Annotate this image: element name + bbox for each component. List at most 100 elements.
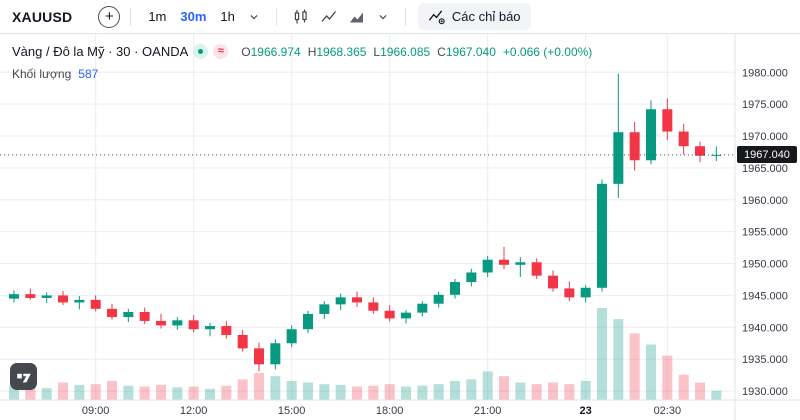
volume-bar — [221, 385, 232, 400]
volume-bar — [580, 380, 591, 400]
price-axis-label: 1975.000 — [742, 99, 788, 111]
candle-body — [629, 132, 640, 161]
volume-bar — [254, 373, 264, 400]
chart-legend: Vàng / Đô la Mỹ · 30 · OANDA ≈ O1966.974… — [12, 44, 599, 81]
high-label: H — [307, 44, 317, 59]
price-axis-label: 1970.000 — [742, 131, 788, 143]
volume-bar — [597, 308, 607, 400]
change-value: +0.066 (+0.00%) — [502, 44, 593, 59]
candle-body — [499, 259, 509, 265]
volume-bar — [139, 386, 150, 400]
candle-body — [580, 287, 591, 298]
candle-body — [156, 320, 166, 326]
price-axis-label: 1945.000 — [742, 290, 788, 302]
top-toolbar: XAUUSD + 1m 30m 1h — [0, 0, 800, 34]
volume-bar — [368, 385, 379, 400]
interval-button-1h[interactable]: 1h — [213, 4, 241, 29]
candle-body — [25, 294, 36, 298]
last-price-label: 1967.040 — [737, 146, 797, 164]
candle-body — [90, 299, 101, 309]
time-axis-label: 23 — [580, 405, 592, 417]
interval-dropdown-button[interactable] — [242, 6, 266, 28]
toolbar-separator — [275, 7, 277, 26]
candle-body — [352, 297, 362, 303]
candle-body — [123, 312, 134, 318]
chart-type-dropdown-button[interactable] — [371, 6, 395, 28]
volume-bar — [156, 384, 166, 400]
volume-bar — [335, 384, 346, 400]
volume-bar — [270, 376, 281, 400]
candle-body — [139, 312, 150, 321]
candle-body — [368, 302, 379, 311]
price-axis-label: 1980.000 — [742, 67, 788, 79]
time-axis-label: 12:00 — [180, 405, 208, 417]
candle-body — [58, 295, 68, 303]
legend-title[interactable]: Vàng / Đô la Mỹ · 30 · OANDA — [12, 44, 189, 59]
low-value: 1966.085 — [380, 44, 431, 59]
candle-body — [482, 259, 493, 273]
chart-type-candles-button[interactable] — [287, 4, 315, 30]
candle-body — [74, 299, 85, 303]
candle-body — [270, 343, 281, 365]
candle-body — [286, 329, 297, 344]
volume-label: Khối lượng — [12, 67, 72, 81]
market-status-badge[interactable] — [193, 44, 209, 59]
volume-bar — [515, 382, 526, 400]
chart-type-area-button[interactable] — [343, 4, 371, 30]
candle-body — [188, 320, 199, 330]
time-axis-label: 09:00 — [82, 405, 110, 417]
price-axis-label: 1930.000 — [742, 386, 788, 398]
price-chart[interactable]: 1980.000 1975.000 1970.000 1965.000 1960.000… — [0, 34, 800, 420]
area-chart-icon — [349, 12, 363, 22]
candle-body — [41, 295, 52, 298]
close-label: C — [437, 44, 446, 59]
candle-body — [695, 146, 705, 156]
volume-bar — [205, 388, 215, 400]
candle-body — [205, 326, 215, 330]
volume-bar — [352, 386, 362, 400]
candle-body — [384, 310, 395, 319]
volume-bar — [629, 333, 640, 400]
volume-bar — [319, 384, 330, 400]
candle-body — [548, 275, 558, 289]
open-label: O — [241, 44, 251, 59]
interval-button-1m[interactable]: 1m — [141, 4, 173, 29]
tradingview-logo[interactable] — [10, 363, 37, 390]
volume-bar — [188, 386, 199, 400]
candle-body — [433, 294, 444, 304]
compare-add-button[interactable]: + — [98, 5, 121, 28]
approx-values-badge[interactable]: ≈ — [213, 44, 229, 59]
price-axis-label: 1940.000 — [742, 322, 788, 334]
volume-bar — [123, 385, 134, 400]
volume-value: 587 — [78, 67, 99, 81]
candle-body — [417, 303, 428, 313]
chart-type-line-button[interactable] — [315, 4, 343, 30]
candles-icon — [294, 9, 307, 23]
candle-body — [107, 308, 117, 318]
candle-body — [597, 183, 607, 288]
volume-bar — [662, 355, 673, 400]
volume-bar — [401, 386, 411, 400]
high-value: 1968.365 — [316, 44, 367, 59]
candle-body — [450, 282, 460, 295]
volume-row: Khối lượng 587 — [12, 67, 599, 81]
volume-bar — [711, 390, 722, 400]
symbol-name[interactable]: XAUUSD — [12, 8, 73, 25]
volume-bar — [695, 382, 705, 400]
candle-body — [9, 294, 19, 299]
volume-bar — [41, 388, 52, 400]
price-axis-label: 1965.000 — [742, 163, 788, 175]
close-value: 1967.040 — [445, 44, 496, 59]
open-value: 1966.974 — [250, 44, 301, 59]
volume-bar — [237, 379, 248, 400]
time-axis-label: 15:00 — [278, 405, 306, 417]
volume-bar — [564, 384, 575, 400]
price-axis-label: 1950.000 — [742, 259, 788, 271]
time-axis-label: 02:30 — [654, 405, 682, 417]
volume-bar — [90, 384, 101, 400]
tradingview-logo-icon — [16, 373, 31, 382]
interval-button-30m[interactable]: 30m — [173, 4, 213, 29]
volume-bar — [25, 387, 36, 400]
indicators-button[interactable]: Các chỉ báo — [417, 3, 531, 30]
